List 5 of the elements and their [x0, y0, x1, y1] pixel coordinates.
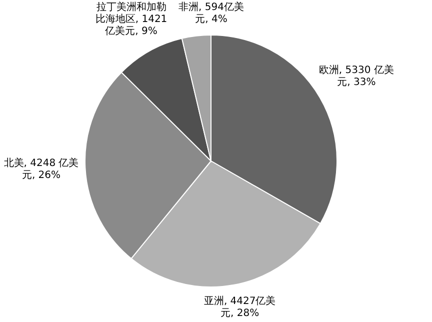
slice-label: 北美, 4248 亿美元, 26% [3, 158, 80, 182]
slice-label: 非洲, 594亿美元, 4% [178, 2, 245, 26]
slice-label: 欧洲, 5330 亿美元, 33% [318, 64, 394, 89]
slice-label: 亚洲, 4427亿美元, 28% [202, 296, 277, 320]
slice-label: 拉丁美洲和加勒比海地区, 1421亿美元, 9% [94, 2, 168, 38]
